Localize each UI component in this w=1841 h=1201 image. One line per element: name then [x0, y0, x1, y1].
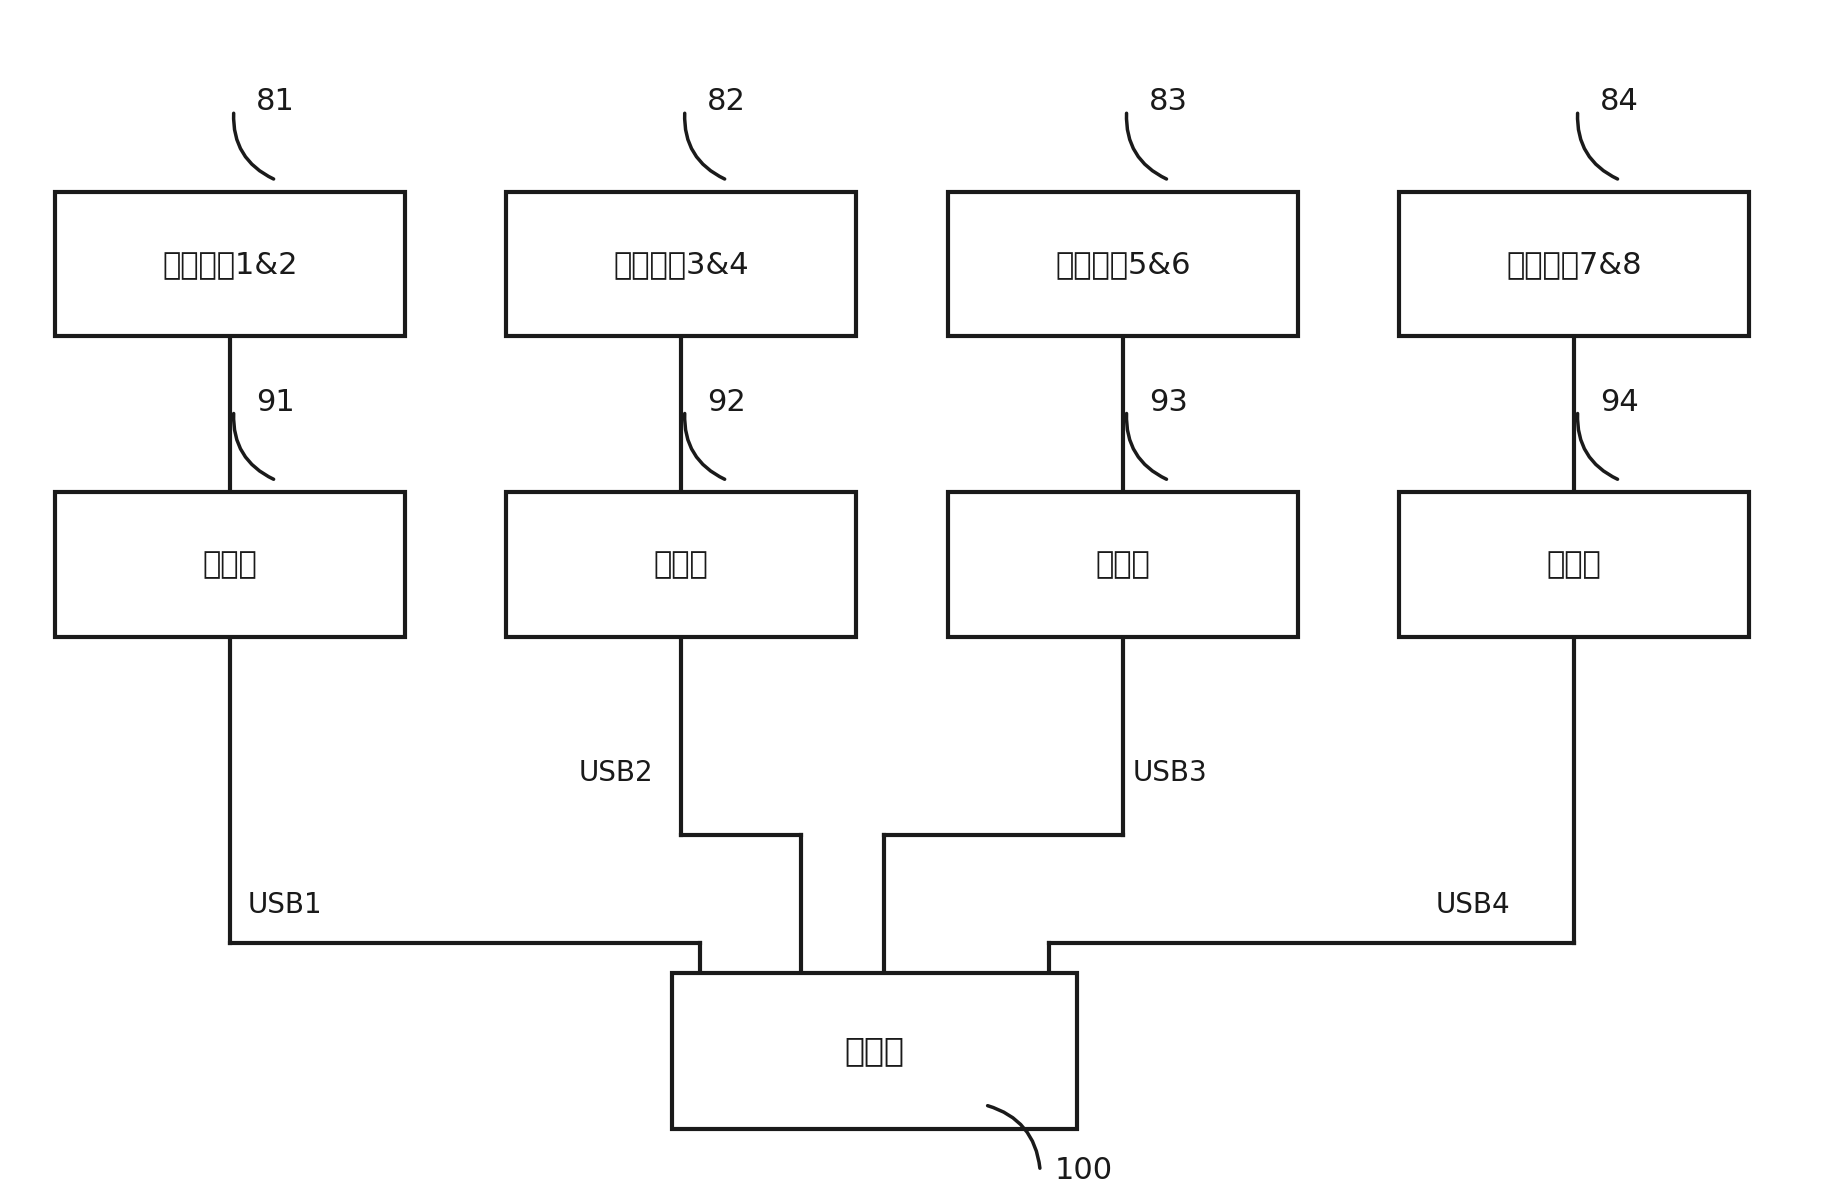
- Text: 100: 100: [1055, 1157, 1114, 1185]
- Text: 伺服电机3&4: 伺服电机3&4: [613, 250, 749, 279]
- Text: 81: 81: [256, 88, 295, 116]
- FancyBboxPatch shape: [948, 492, 1298, 637]
- FancyBboxPatch shape: [948, 192, 1298, 336]
- Text: 84: 84: [1600, 88, 1638, 116]
- FancyBboxPatch shape: [55, 192, 405, 336]
- Text: 控制器: 控制器: [1095, 550, 1151, 579]
- Text: USB3: USB3: [1132, 759, 1208, 787]
- Text: 控制器: 控制器: [654, 550, 709, 579]
- Text: USB1: USB1: [247, 891, 322, 919]
- Text: 92: 92: [707, 388, 746, 417]
- Text: 82: 82: [707, 88, 746, 116]
- FancyBboxPatch shape: [672, 973, 1077, 1129]
- FancyBboxPatch shape: [506, 192, 856, 336]
- Text: 控制器: 控制器: [203, 550, 258, 579]
- FancyBboxPatch shape: [1399, 192, 1749, 336]
- Text: 上位机: 上位机: [845, 1034, 904, 1068]
- Text: 伺服电机1&2: 伺服电机1&2: [162, 250, 298, 279]
- Text: 91: 91: [256, 388, 295, 417]
- Text: 伺服电机5&6: 伺服电机5&6: [1055, 250, 1191, 279]
- Text: 控制器: 控制器: [1546, 550, 1602, 579]
- FancyBboxPatch shape: [55, 492, 405, 637]
- Text: USB2: USB2: [578, 759, 654, 787]
- Text: 83: 83: [1149, 88, 1187, 116]
- Text: 94: 94: [1600, 388, 1638, 417]
- Text: USB4: USB4: [1436, 891, 1511, 919]
- Text: 伺服电机7&8: 伺服电机7&8: [1506, 250, 1642, 279]
- FancyBboxPatch shape: [506, 492, 856, 637]
- FancyBboxPatch shape: [1399, 492, 1749, 637]
- Text: 93: 93: [1149, 388, 1187, 417]
